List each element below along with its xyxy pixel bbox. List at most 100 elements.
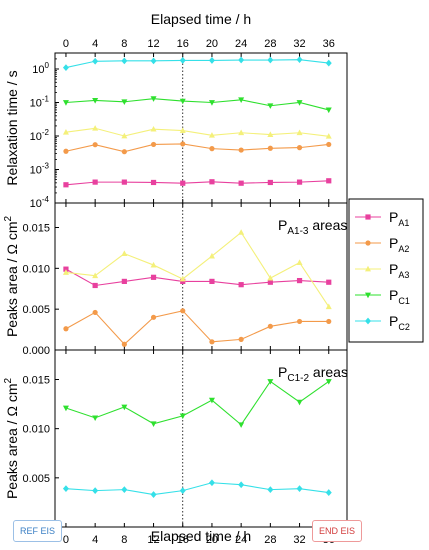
plot-frame [54, 52, 348, 204]
legend-label: PA3 [389, 261, 409, 280]
legend-label: PC1 [389, 287, 410, 306]
data-point [92, 57, 99, 65]
legend-label: PA2 [389, 235, 409, 254]
series-PA3 [62, 125, 332, 139]
series-PA1 [63, 178, 332, 188]
legend-label-main: P [389, 209, 398, 225]
data-point [63, 266, 69, 272]
series-PA2 [63, 141, 332, 155]
y-axis-label: Relaxation time / s [4, 70, 20, 185]
data-point [296, 100, 303, 106]
series-PA2 [63, 308, 332, 347]
legend-entry-PA2: PA2 [355, 235, 409, 254]
data-point [121, 132, 128, 139]
data-point [92, 98, 99, 104]
data-point [209, 179, 215, 185]
data-point [238, 180, 244, 186]
y-tick-base: 10 [32, 64, 44, 76]
data-point [325, 303, 332, 310]
data-point [208, 397, 215, 404]
series-line [65, 268, 329, 287]
data-point [92, 487, 99, 495]
data-point [325, 379, 332, 385]
data-point [92, 309, 98, 316]
data-point [180, 308, 186, 314]
y-axis-label-sup: 2 [3, 378, 14, 384]
y-tick-exp: -4 [42, 195, 50, 204]
legend-label-sub: C1 [398, 296, 410, 306]
legend-entry-PC2: PC2 [355, 313, 410, 332]
y-tick-label: 100 [32, 61, 49, 76]
data-point [238, 422, 245, 428]
data-point [150, 491, 157, 498]
legend-label-main: P [389, 261, 398, 277]
data-point [150, 179, 157, 186]
x-bottom-tick-label: 12 [147, 534, 159, 546]
data-point [179, 487, 186, 495]
data-point [180, 141, 186, 147]
data-point [121, 179, 127, 185]
data-point [150, 274, 157, 280]
data-point [326, 279, 332, 285]
series-PA3 [62, 229, 332, 310]
data-point [238, 129, 245, 136]
data-point [150, 314, 157, 320]
data-point [209, 339, 215, 345]
y-tick-label: 10-4 [30, 195, 50, 210]
legend-entry-PA3: PA3 [355, 261, 409, 280]
legend-label-sub: C2 [398, 322, 410, 332]
annotation-tail: areas [308, 217, 347, 233]
data-point [267, 323, 273, 329]
data-point [150, 261, 157, 268]
legend-marker [365, 214, 371, 220]
y-tick-label: 0.010 [22, 424, 50, 436]
data-point [325, 107, 332, 114]
data-point [208, 132, 215, 138]
data-point [121, 278, 127, 284]
data-point [92, 282, 98, 289]
y-axis-label-text: Peaks area / Ω cm [4, 222, 20, 338]
y-tick-base: 10 [30, 164, 42, 176]
annotation-main: P [278, 364, 287, 380]
y-axis-label-sup: 2 [3, 216, 14, 222]
y-tick-exp: 0 [45, 61, 50, 70]
data-point [179, 413, 186, 420]
data-point [63, 182, 69, 188]
x-bottom-tick-label: 0 [63, 534, 69, 546]
legend-marker [365, 317, 371, 325]
data-point [121, 341, 127, 347]
data-point [92, 179, 98, 185]
data-point [150, 125, 157, 132]
data-point [296, 56, 303, 64]
data-point [62, 405, 69, 412]
data-point [238, 97, 245, 104]
data-point [150, 421, 157, 427]
series-line [65, 127, 329, 137]
data-point [150, 96, 157, 102]
data-point [325, 133, 332, 139]
x-top-tick-label: 32 [293, 38, 305, 50]
x-top-tick-label: 12 [147, 38, 159, 50]
y-tick-label: 0.010 [22, 263, 50, 275]
data-point [326, 318, 332, 325]
x-top-tick-label: 28 [264, 38, 276, 50]
series-line [65, 59, 329, 69]
series-line [65, 231, 330, 308]
annotation-sub: A1-3 [287, 226, 309, 237]
data-point [325, 59, 332, 67]
legend-label-sub: A1 [398, 218, 409, 228]
series-line [65, 143, 329, 153]
data-point [296, 277, 303, 284]
x-top-tick-label: 36 [323, 38, 335, 50]
y-tick-base: 10 [30, 97, 42, 109]
series-PC1 [62, 96, 332, 114]
y-axis-label: Peaks area / Ω cm2 [3, 378, 20, 500]
data-point [238, 229, 245, 235]
data-point [179, 57, 186, 64]
legend-entry-PA1: PA1 [355, 209, 409, 228]
y-tick-base: 10 [30, 198, 42, 210]
data-point [208, 57, 215, 64]
